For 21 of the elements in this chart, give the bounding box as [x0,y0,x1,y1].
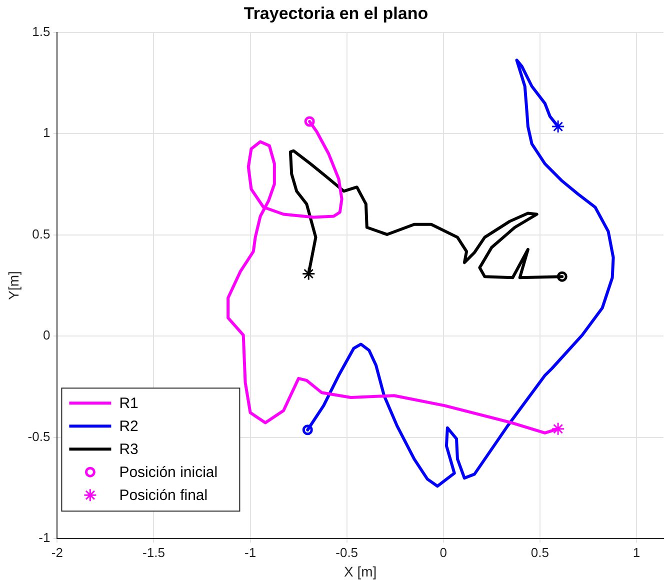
x-tick-label: -0.5 [336,544,358,560]
x-tick-label: -1.5 [142,544,165,560]
legend-label: R2 [119,418,138,436]
x-tick-label: 0.5 [530,544,549,560]
chart-title: Trayectoria en el plano [244,4,428,23]
legend-label: Posición inicial [119,464,218,482]
x-tick-label: -1 [244,544,256,560]
y-tick-label: -1 [38,530,50,546]
x-axis-title: X [m] [344,563,377,580]
y-tick-label: 0 [42,328,50,343]
legend-label: R1 [119,395,138,412]
y-tick-label: 0.5 [32,226,50,242]
legend-label: Posición final [119,487,208,504]
y-tick-label: -0.5 [28,428,50,444]
x-tick-label: 0 [440,544,447,560]
legend-label: R3 [119,441,138,458]
x-tick-label: 1 [632,544,640,560]
y-tick-label: 1.5 [32,24,50,39]
y-tick-label: 1 [42,125,50,140]
y-axis-title: Y[m] [5,271,22,300]
x-tick-label: -2 [51,544,63,560]
